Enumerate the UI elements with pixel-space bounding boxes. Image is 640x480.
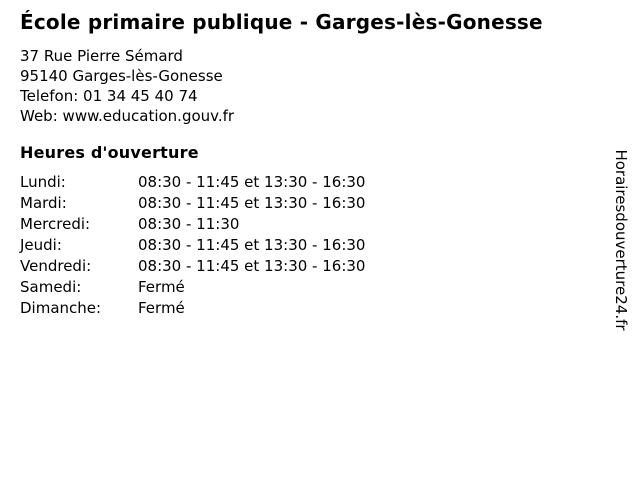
opening-hours-heading: Heures d'ouverture (20, 143, 199, 162)
hours-row-saturday: Samedi: Fermé (20, 277, 620, 298)
address-city: 95140 Garges-lès-Gonesse (20, 67, 223, 85)
hours-row-tuesday: Mardi: 08:30 - 11:45 et 13:30 - 16:30 (20, 193, 620, 214)
day-label: Samedi: (20, 278, 82, 296)
phone-line: Telefon: 01 34 45 40 74 (20, 86, 620, 106)
day-label: Vendredi: (20, 257, 92, 275)
time-value: 08:30 - 11:45 et 13:30 - 16:30 (138, 236, 366, 254)
time-value: Fermé (138, 299, 185, 317)
time-value: 08:30 - 11:45 et 13:30 - 16:30 (138, 194, 366, 212)
web-line: Web: www.education.gouv.fr (20, 106, 620, 126)
time-value: Fermé (138, 278, 185, 296)
phone-number: 01 34 45 40 74 (83, 87, 198, 105)
day-label: Jeudi: (20, 236, 62, 254)
contact-info: 37 Rue Pierre Sémard 95140 Garges-lès-Go… (20, 46, 620, 126)
hours-row-wednesday: Mercredi: 08:30 - 11:30 (20, 214, 620, 235)
day-label: Mercredi: (20, 215, 91, 233)
day-label: Mardi: (20, 194, 67, 212)
time-value: 08:30 - 11:30 (138, 215, 240, 233)
day-label: Dimanche: (20, 299, 102, 317)
watermark-site-name: Horairesdouverture24.fr (612, 149, 630, 331)
hours-row-friday: Vendredi: 08:30 - 11:45 et 13:30 - 16:30 (20, 256, 620, 277)
web-label: Web: (20, 107, 58, 125)
opening-hours-table: Lundi: 08:30 - 11:45 et 13:30 - 16:30 Ma… (20, 172, 620, 319)
page-title: École primaire publique - Garges-lès-Gon… (20, 10, 543, 34)
time-value: 08:30 - 11:45 et 13:30 - 16:30 (138, 257, 366, 275)
web-url: www.education.gouv.fr (62, 107, 235, 125)
hours-row-sunday: Dimanche: Fermé (20, 298, 620, 319)
address-street: 37 Rue Pierre Sémard (20, 47, 183, 65)
time-value: 08:30 - 11:45 et 13:30 - 16:30 (138, 173, 366, 191)
day-label: Lundi: (20, 173, 66, 191)
phone-label: Telefon: (20, 87, 79, 105)
hours-row-monday: Lundi: 08:30 - 11:45 et 13:30 - 16:30 (20, 172, 620, 193)
hours-row-thursday: Jeudi: 08:30 - 11:45 et 13:30 - 16:30 (20, 235, 620, 256)
